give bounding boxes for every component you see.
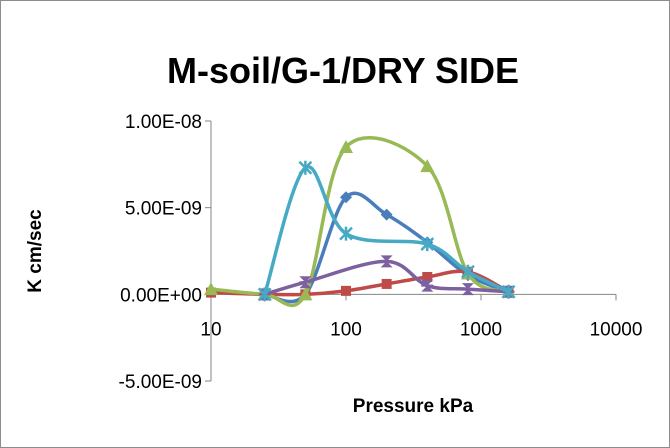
data-point-star bbox=[420, 237, 435, 252]
data-point-x-top bbox=[421, 279, 434, 286]
data-point-triangle bbox=[298, 287, 313, 301]
data-point-star bbox=[298, 160, 313, 175]
data-point-square bbox=[381, 278, 392, 289]
data-point-x-bottom bbox=[299, 282, 312, 289]
data-point-diamond bbox=[340, 191, 352, 204]
y-tick-label: 5.00E-09 bbox=[125, 199, 202, 220]
data-point-x-bottom bbox=[421, 285, 434, 292]
data-point-x-top bbox=[380, 255, 393, 262]
data-point-square bbox=[422, 272, 433, 282]
x-axis-label: Pressure kPa bbox=[353, 396, 474, 417]
data-point-x-top bbox=[299, 276, 312, 283]
x-tick-label: 100 bbox=[330, 319, 362, 340]
series-line bbox=[209, 136, 511, 308]
data-point-x-bottom bbox=[380, 261, 393, 268]
data-point-diamond bbox=[380, 208, 393, 221]
data-point-star bbox=[501, 284, 516, 299]
data-point-square bbox=[341, 285, 351, 296]
x-tick-label: 10000 bbox=[590, 319, 643, 340]
data-point-star bbox=[257, 287, 272, 302]
data-point-triangle bbox=[339, 140, 353, 153]
y-tick-label: 0.00E+00 bbox=[120, 285, 202, 306]
y-tick-label: -5.00E-09 bbox=[119, 372, 202, 393]
axes: -5.00E-09 0.00E+00 5.00E-09 1.00E-08 10 100 10… bbox=[119, 112, 643, 393]
series-5 bbox=[257, 160, 516, 302]
y-tick-label: 1.00E-08 bbox=[125, 112, 202, 133]
x-tick-label: 10 bbox=[200, 319, 221, 340]
x-tick-label: 1000 bbox=[460, 319, 502, 340]
data-point-x-bottom bbox=[461, 289, 474, 296]
data-point-triangle bbox=[420, 159, 435, 173]
data-point-star bbox=[339, 226, 353, 241]
y-axis-label: K cm/sec bbox=[25, 209, 46, 293]
data-point-triangle bbox=[204, 282, 218, 296]
data-point-x-top bbox=[461, 283, 474, 290]
series-layer bbox=[204, 136, 516, 308]
data-point-star bbox=[461, 264, 475, 279]
chart-title: M-soil/G-1/DRY SIDE bbox=[167, 50, 519, 91]
